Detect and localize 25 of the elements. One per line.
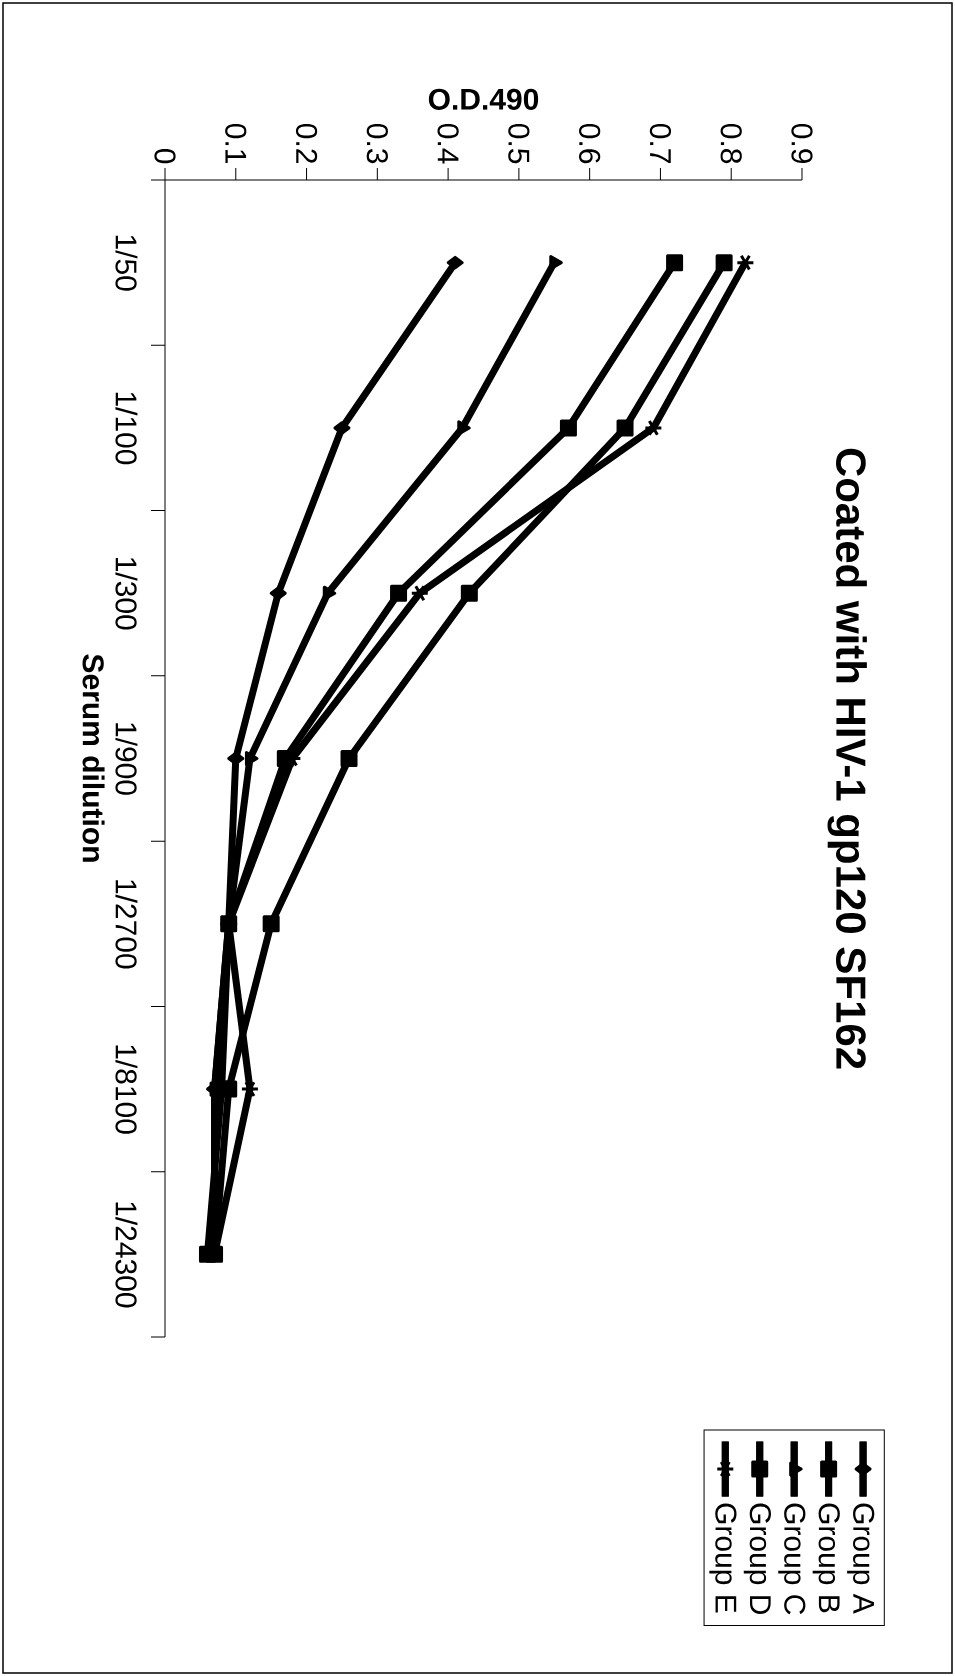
x-tick-label: 0.8 [720,123,742,164]
y-tick-label: 1/900 [115,723,138,795]
x-tick-label: 0.6 [579,123,601,164]
x-tick-label: 0.2 [295,123,318,163]
y-tick-label: 1/50 [115,235,138,291]
x-tick-label: 0.3 [366,123,388,164]
x-tick-label: 0 [154,148,176,164]
y-tick-label: 1/300 [115,557,138,630]
legend-label: Group D [743,1503,771,1614]
x-tick-label: 0.1 [225,123,247,164]
y-tick-label: 1/2700 [115,880,138,969]
legend-label: Group C [778,1503,806,1615]
x-axis-title: O.D.490 [428,88,539,110]
text: Coated with HIV-1 gp120 SF162 [827,448,867,1069]
legend-label: Group E [709,1503,737,1613]
y-tick-label: 1/100 [115,392,138,465]
x-tick-label: 0.5 [508,123,530,164]
y-tick-label: 1/24300 [115,1202,138,1308]
legend-label: Group A [847,1503,875,1614]
x-tick-label: 0.4 [437,123,459,164]
x-tick-label: 0.9 [791,123,813,164]
y-tick-label: 1/8100 [115,1045,138,1134]
y-axis-title: Serum dilution [82,654,105,862]
legend-label: Group B [812,1503,840,1613]
x-tick-label: 0.7 [649,123,672,163]
